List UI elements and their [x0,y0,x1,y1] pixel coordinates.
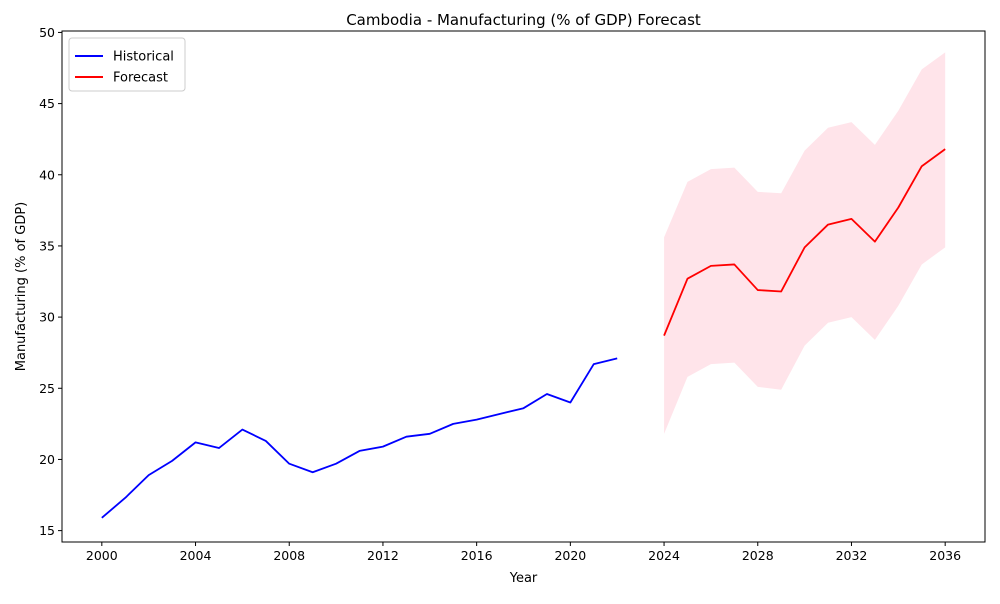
forecast-series-line [663,148,946,336]
y-axis: 15 20 25 30 35 40 45 50 [39,25,62,538]
x-tick-label: 2028 [742,548,774,563]
x-tick-label: 2020 [554,548,586,563]
y-tick-label: 45 [39,96,55,111]
x-tick-label: 2024 [648,548,680,563]
x-tick-label: 2004 [180,548,212,563]
legend-label-forecast: Forecast [113,71,168,86]
x-axis: 2000 2004 2008 2012 2016 2020 2024 2028 2032 2036 [86,542,961,563]
y-tick-label: 35 [39,238,55,253]
x-tick-label: 2032 [836,548,868,563]
y-tick-label: 30 [39,310,55,325]
y-tick-label: 15 [39,523,55,538]
y-tick-label: 50 [39,25,55,40]
series-lines-layer [101,148,946,519]
y-tick-label: 40 [39,167,55,182]
x-tick-label: 2036 [929,548,961,563]
x-tick-label: 2016 [461,548,493,563]
y-tick-label: 25 [39,381,55,396]
chart-title: Cambodia - Manufacturing (% of GDP) Fore… [346,11,701,29]
x-tick-label: 2012 [367,548,399,563]
legend: Historical Forecast [68,37,186,92]
confidence-band-layer [664,52,946,434]
y-axis-title: Manufacturing (% of GDP) [14,202,29,371]
plot-area-frame [61,30,986,543]
legend-label-historical: Historical [113,50,174,65]
y-tick-label: 20 [39,452,55,467]
historical-series-line [101,357,618,519]
x-tick-label: 2008 [273,548,305,563]
x-axis-title: Year [509,571,538,586]
forecast-confidence-band [664,52,946,434]
x-tick-label: 2000 [86,548,118,563]
